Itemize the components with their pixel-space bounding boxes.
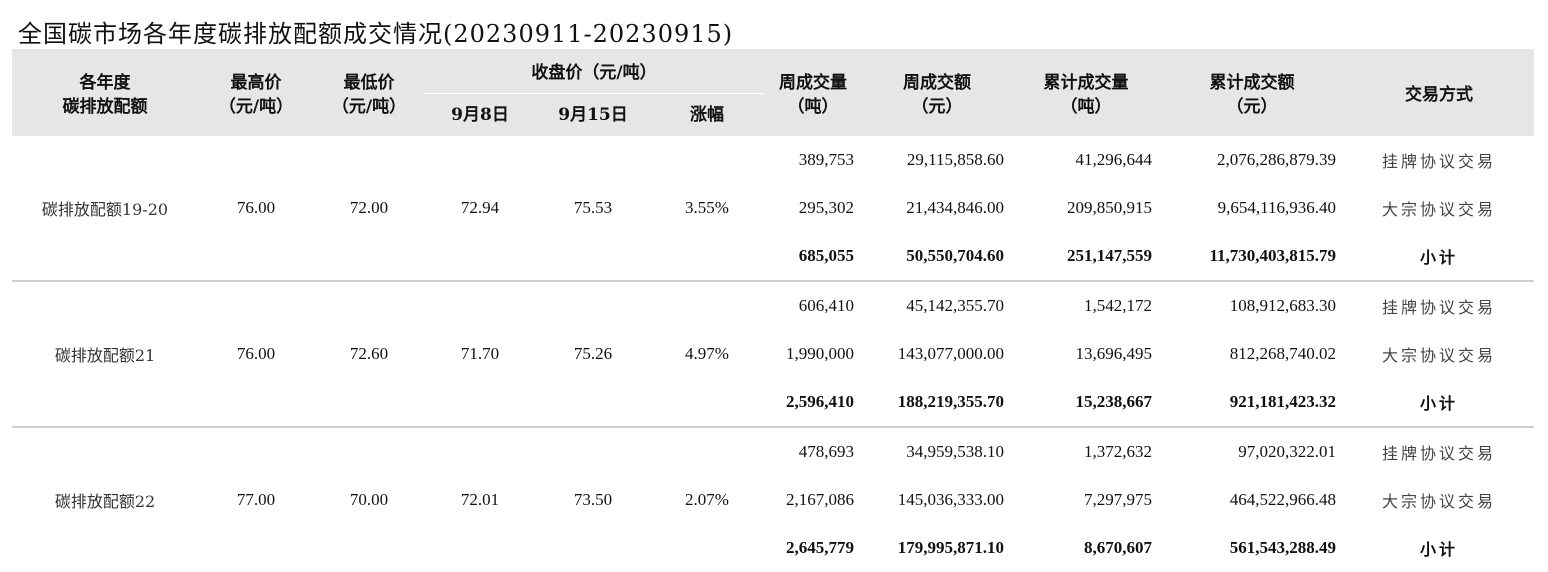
cum-amount: 812,268,740.02 (1229, 344, 1337, 363)
close-sep8: 72.01 (460, 490, 500, 509)
low-price: 72.60 (314, 281, 424, 428)
trade-method: 大宗协议交易 (1382, 346, 1497, 365)
allowance-name: 碳排放配额19-20 (12, 136, 198, 282)
weekly-amount: 29,115,858.60 (906, 150, 1005, 169)
table-row: 碳排放配额21 76.00 72.60 71.70 75.26 4.97% 60… (12, 281, 1534, 428)
weekly-volume-subtotal: 685,055 (764, 232, 863, 282)
cum-amount: 108,912,683.30 (1229, 296, 1337, 315)
change-pct: 3.55% (650, 136, 765, 282)
cum-volume-subtotal: 15,238,667 (1012, 378, 1161, 428)
cum-volume: 7,297,975 (1084, 490, 1153, 509)
cum-amount-subtotal: 561,543,288.49 (1229, 538, 1337, 557)
cum-amount: 9,654,116,936.40 (1217, 198, 1337, 217)
subtotal-label: 小计 (1420, 540, 1459, 559)
change-pct: 2.07% (685, 490, 729, 509)
close-sep15: 75.53 (536, 136, 650, 282)
trade-method: 大宗协议交易 (1382, 200, 1497, 219)
cum-amount-subtotal: 921,181,423.32 (1160, 378, 1345, 428)
weekly-volume: 295,302 (798, 198, 855, 217)
cum-volume: 41,296,644 (1075, 150, 1153, 169)
weekly-volume: 606,410 (798, 296, 855, 315)
cum-amount: 464,522,966.48 (1229, 490, 1337, 509)
weekly-volume: 1,990,000 (786, 344, 855, 363)
weekly-volume-subtotal: 2,645,779 (786, 538, 855, 557)
close-sep15: 75.26 (536, 281, 650, 428)
trade-method: 大宗协议交易 (1382, 492, 1497, 511)
cum-volume: 1,542,172 (1084, 296, 1153, 315)
cum-volume-subtotal: 251,147,559 (1012, 232, 1161, 282)
table-row: 295,302 21,434,846.00 209,850,915 9,654,… (12, 184, 1534, 232)
header-allowance: 各年度 碳排放配额 (12, 49, 198, 136)
trade-method: 挂牌协议交易 (1382, 298, 1497, 317)
weekly-volume: 389,753 (798, 150, 855, 169)
weekly-volume: 478,693 (798, 442, 855, 461)
weekly-amount-subtotal: 179,995,871.10 (897, 538, 1005, 557)
weekly-volume: 2,167,086 (786, 490, 855, 509)
weekly-amount: 21,434,846.00 (906, 198, 1005, 217)
trade-method: 挂牌协议交易 (1382, 152, 1497, 171)
subtotal-row: 2,645,779 179,995,871.10 8,670,607 561,5… (12, 524, 1534, 572)
weekly-volume-subtotal: 2,596,410 (764, 378, 863, 428)
close-sep15: 73.50 (573, 490, 613, 509)
subtotal-row: 2,596,410 188,219,355.70 15,238,667 921,… (12, 378, 1535, 428)
header-close-sep8: 9月8日 (424, 93, 536, 136)
high-price: 76.00 (198, 136, 314, 282)
allowance-name: 碳排放配额21 (12, 281, 198, 428)
cum-volume: 209,850,915 (1067, 198, 1153, 217)
carbon-trading-table: 各年度 碳排放配额 最高价 （元/吨） 最低价 （元/吨） 收盘价（元/吨） 周… (12, 49, 1535, 572)
subtotal-row: 685,055 50,550,704.60 251,147,559 11,730… (12, 232, 1535, 282)
header-low-price: 最低价 （元/吨） (314, 49, 424, 136)
header-cum-amount: 累计成交额 （元） (1160, 49, 1345, 136)
page-title: 全国碳市场各年度碳排放配额成交情况(20230911-20230915) (18, 20, 734, 48)
weekly-amount-subtotal: 188,219,355.70 (862, 378, 1013, 428)
header-weekly-amount: 周成交额 （元） (862, 49, 1013, 136)
cum-volume: 13,696,495 (1075, 344, 1153, 363)
trade-method: 挂牌协议交易 (1382, 444, 1497, 463)
low-price: 70.00 (349, 490, 389, 509)
header-close-price-group: 收盘价（元/吨） (424, 49, 765, 94)
table-row: 碳排放配额22 77.00 70.00 72.01 73.50 2.07% 47… (12, 427, 1534, 511)
allowance-name: 碳排放配额22 (54, 492, 156, 511)
header-change: 涨幅 (650, 93, 765, 136)
header-close-sep15: 9月15日 (536, 93, 650, 136)
table-row: 1,990,000 143,077,000.00 13,696,495 812,… (12, 330, 1534, 378)
cum-volume-subtotal: 8,670,607 (1084, 538, 1153, 557)
subtotal-label: 小计 (1344, 378, 1535, 428)
cum-amount: 97,020,322.01 (1238, 442, 1337, 461)
weekly-amount: 45,142,355.70 (906, 296, 1005, 315)
cum-amount: 2,076,286,879.39 (1217, 150, 1337, 169)
weekly-amount: 145,036,333.00 (897, 490, 1005, 509)
low-price: 72.00 (314, 136, 424, 282)
header-high-price: 最高价 （元/吨） (198, 49, 314, 136)
change-pct: 4.97% (650, 281, 765, 428)
subtotal-label: 小计 (1344, 232, 1535, 282)
cum-volume: 1,372,632 (1084, 442, 1153, 461)
weekly-amount: 143,077,000.00 (897, 344, 1005, 363)
weekly-amount-subtotal: 50,550,704.60 (862, 232, 1013, 282)
high-price: 77.00 (236, 490, 276, 509)
weekly-amount: 34,959,538.10 (906, 442, 1005, 461)
close-sep8: 71.70 (424, 281, 536, 428)
cum-amount-subtotal: 11,730,403,815.79 (1160, 232, 1345, 282)
header-method: 交易方式 (1344, 49, 1535, 136)
close-sep8: 72.94 (424, 136, 536, 282)
header-cum-volume: 累计成交量 （吨） (1012, 49, 1161, 136)
table-row: 碳排放配额19-20 76.00 72.00 72.94 75.53 3.55%… (12, 136, 1534, 282)
header-weekly-volume: 周成交量 （吨） (764, 49, 863, 136)
high-price: 76.00 (198, 281, 314, 428)
table-row: 2,167,086 145,036,333.00 7,297,975 464,5… (12, 476, 1534, 524)
